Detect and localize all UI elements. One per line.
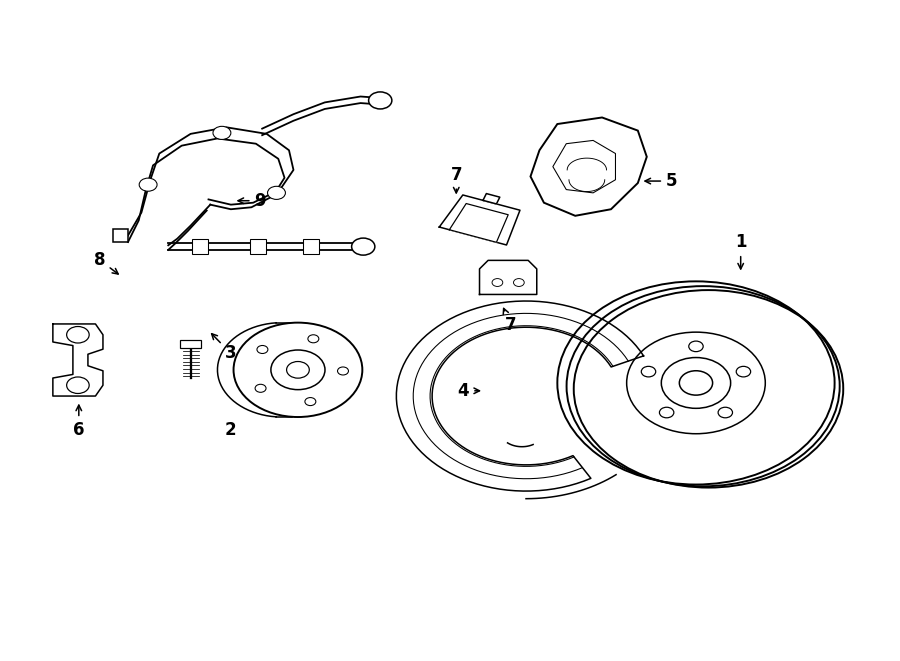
Circle shape xyxy=(514,278,524,286)
Circle shape xyxy=(660,407,674,418)
Circle shape xyxy=(140,178,158,191)
Text: 7: 7 xyxy=(503,309,517,334)
Text: 8: 8 xyxy=(94,251,118,274)
Circle shape xyxy=(338,367,348,375)
Polygon shape xyxy=(530,118,647,215)
Text: 4: 4 xyxy=(457,382,480,400)
Circle shape xyxy=(492,278,503,286)
Polygon shape xyxy=(439,195,520,245)
Polygon shape xyxy=(396,301,644,491)
Circle shape xyxy=(688,341,703,352)
Circle shape xyxy=(718,407,733,418)
Bar xyxy=(249,239,266,254)
Text: 7: 7 xyxy=(450,165,462,193)
Text: 9: 9 xyxy=(238,192,266,210)
Circle shape xyxy=(305,397,316,406)
Text: 6: 6 xyxy=(73,405,85,439)
Circle shape xyxy=(67,377,89,393)
Circle shape xyxy=(286,362,310,378)
Circle shape xyxy=(680,371,713,395)
Circle shape xyxy=(369,92,392,109)
Polygon shape xyxy=(483,194,500,204)
Text: 3: 3 xyxy=(212,334,237,362)
Polygon shape xyxy=(480,260,536,294)
Bar xyxy=(303,239,320,254)
Circle shape xyxy=(233,323,363,417)
Circle shape xyxy=(352,238,375,255)
Circle shape xyxy=(271,350,325,389)
Circle shape xyxy=(255,384,266,393)
Polygon shape xyxy=(53,324,103,396)
Polygon shape xyxy=(112,229,128,242)
Bar xyxy=(192,239,208,254)
Circle shape xyxy=(642,366,656,377)
Polygon shape xyxy=(449,204,508,243)
Circle shape xyxy=(67,327,89,343)
Circle shape xyxy=(308,334,319,343)
Circle shape xyxy=(267,186,285,200)
Circle shape xyxy=(213,126,231,139)
Text: 5: 5 xyxy=(645,172,678,190)
Circle shape xyxy=(256,346,268,354)
Bar xyxy=(180,340,201,348)
Circle shape xyxy=(736,366,751,377)
Text: 1: 1 xyxy=(735,233,746,269)
Text: 2: 2 xyxy=(225,421,237,439)
